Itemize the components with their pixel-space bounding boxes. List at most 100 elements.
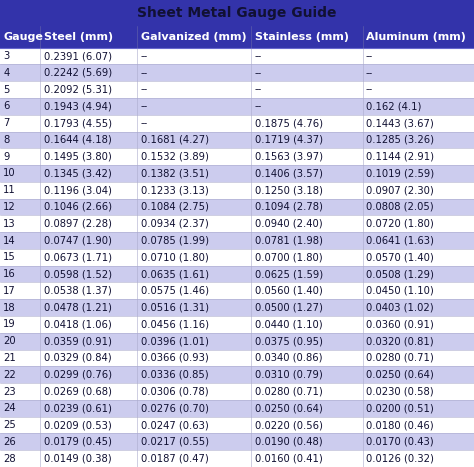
Bar	[0, 198, 474, 215]
Text: 0.1094 (2.78): 0.1094 (2.78)	[255, 202, 322, 212]
Text: 0.0478 (1.21): 0.0478 (1.21)	[44, 303, 111, 312]
Text: 0.0940 (2.40): 0.0940 (2.40)	[255, 219, 322, 229]
Bar	[0, 266, 474, 283]
Text: 0.0306 (0.78): 0.0306 (0.78)	[141, 387, 209, 396]
Text: 0.0440 (1.10): 0.0440 (1.10)	[255, 319, 322, 329]
Text: --: --	[255, 85, 262, 95]
Text: 0.1046 (2.66): 0.1046 (2.66)	[44, 202, 111, 212]
Bar	[0, 115, 474, 132]
Text: 0.0897 (2.28): 0.0897 (2.28)	[44, 219, 111, 229]
Bar	[0, 366, 474, 383]
Bar	[0, 232, 474, 249]
Text: 0.0149 (0.38): 0.0149 (0.38)	[44, 453, 111, 464]
Bar	[0, 299, 474, 316]
Text: 0.1495 (3.80): 0.1495 (3.80)	[44, 152, 111, 162]
Text: 20: 20	[3, 336, 16, 346]
Text: 14: 14	[3, 235, 16, 246]
Text: 0.0641 (1.63): 0.0641 (1.63)	[366, 235, 434, 246]
Text: 0.0336 (0.85): 0.0336 (0.85)	[141, 370, 209, 380]
Text: Aluminum (mm): Aluminum (mm)	[366, 32, 466, 42]
Text: --: --	[141, 68, 148, 78]
Text: 0.0160 (0.41): 0.0160 (0.41)	[255, 453, 322, 464]
Text: Stainless (mm): Stainless (mm)	[255, 32, 348, 42]
Text: 0.0375 (0.95): 0.0375 (0.95)	[255, 336, 322, 346]
Bar	[0, 450, 474, 467]
Text: 0.0396 (1.01): 0.0396 (1.01)	[141, 336, 209, 346]
Bar	[0, 98, 474, 115]
Text: 22: 22	[3, 370, 16, 380]
Text: 0.0230 (0.58): 0.0230 (0.58)	[366, 387, 434, 396]
Text: 3: 3	[3, 51, 9, 61]
Text: 0.1681 (4.27): 0.1681 (4.27)	[141, 135, 209, 145]
Text: 0.1084 (2.75): 0.1084 (2.75)	[141, 202, 209, 212]
Text: 21: 21	[3, 353, 16, 363]
Text: 0.0366 (0.93): 0.0366 (0.93)	[141, 353, 209, 363]
Text: 0.0179 (0.45): 0.0179 (0.45)	[44, 437, 111, 447]
Text: 0.0785 (1.99): 0.0785 (1.99)	[141, 235, 209, 246]
Text: 0.1875 (4.76): 0.1875 (4.76)	[255, 118, 322, 128]
Text: 0.0310 (0.79): 0.0310 (0.79)	[255, 370, 322, 380]
Text: 15: 15	[3, 252, 16, 262]
Text: 0.1443 (3.67): 0.1443 (3.67)	[366, 118, 434, 128]
Text: 8: 8	[3, 135, 9, 145]
Text: 0.0538 (1.37): 0.0538 (1.37)	[44, 286, 111, 296]
Text: 0.1144 (2.91): 0.1144 (2.91)	[366, 152, 434, 162]
Text: 0.0340 (0.86): 0.0340 (0.86)	[255, 353, 322, 363]
Text: 0.2391 (6.07): 0.2391 (6.07)	[44, 51, 111, 61]
Text: 0.0280 (0.71): 0.0280 (0.71)	[366, 353, 434, 363]
Text: 0.0456 (1.16): 0.0456 (1.16)	[141, 319, 209, 329]
Text: --: --	[255, 51, 262, 61]
Text: 7: 7	[3, 118, 9, 128]
Text: 0.0570 (1.40): 0.0570 (1.40)	[366, 252, 434, 262]
Text: 0.2092 (5.31): 0.2092 (5.31)	[44, 85, 111, 95]
Text: 0.0575 (1.46): 0.0575 (1.46)	[141, 286, 209, 296]
Text: Galvanized (mm): Galvanized (mm)	[141, 32, 246, 42]
Text: 0.0170 (0.43): 0.0170 (0.43)	[366, 437, 434, 447]
Text: 0.0508 (1.29): 0.0508 (1.29)	[366, 269, 434, 279]
Text: 4: 4	[3, 68, 9, 78]
Text: 0.0247 (0.63): 0.0247 (0.63)	[141, 420, 209, 430]
Text: 16: 16	[3, 269, 16, 279]
Text: 0.1196 (3.04): 0.1196 (3.04)	[44, 185, 111, 195]
Text: 0.0220 (0.56): 0.0220 (0.56)	[255, 420, 322, 430]
Text: 0.0710 (1.80): 0.0710 (1.80)	[141, 252, 209, 262]
Text: 0.0673 (1.71): 0.0673 (1.71)	[44, 252, 111, 262]
Text: 0.0598 (1.52): 0.0598 (1.52)	[44, 269, 111, 279]
Text: 0.0269 (0.68): 0.0269 (0.68)	[44, 387, 111, 396]
Text: 18: 18	[3, 303, 16, 312]
Text: 0.162 (4.1): 0.162 (4.1)	[366, 101, 421, 111]
Text: 0.2242 (5.69): 0.2242 (5.69)	[44, 68, 112, 78]
Text: 11: 11	[3, 185, 16, 195]
Text: --: --	[366, 51, 373, 61]
Bar	[0, 350, 474, 366]
Text: 0.1019 (2.59): 0.1019 (2.59)	[366, 169, 434, 178]
Text: 0.0418 (1.06): 0.0418 (1.06)	[44, 319, 111, 329]
Text: Steel (mm): Steel (mm)	[44, 32, 113, 42]
Bar	[40, 26, 137, 48]
Text: --: --	[141, 101, 148, 111]
Text: 0.0808 (2.05): 0.0808 (2.05)	[366, 202, 434, 212]
Bar	[251, 26, 363, 48]
Text: --: --	[141, 118, 148, 128]
Bar	[0, 48, 474, 64]
Text: 0.1943 (4.94): 0.1943 (4.94)	[44, 101, 111, 111]
Text: 0.0700 (1.80): 0.0700 (1.80)	[255, 252, 322, 262]
Text: 0.0320 (0.81): 0.0320 (0.81)	[366, 336, 434, 346]
Text: 0.1719 (4.37): 0.1719 (4.37)	[255, 135, 322, 145]
Text: 0.1644 (4.18): 0.1644 (4.18)	[44, 135, 111, 145]
Text: 13: 13	[3, 219, 16, 229]
Text: 0.0560 (1.40): 0.0560 (1.40)	[255, 286, 322, 296]
Text: 0.0250 (0.64): 0.0250 (0.64)	[366, 370, 434, 380]
Text: 0.0747 (1.90): 0.0747 (1.90)	[44, 235, 111, 246]
Text: 0.1563 (3.97): 0.1563 (3.97)	[255, 152, 322, 162]
Bar	[0, 249, 474, 266]
Text: --: --	[366, 68, 373, 78]
Bar	[363, 26, 474, 48]
Text: --: --	[141, 51, 148, 61]
Text: 0.0360 (0.91): 0.0360 (0.91)	[366, 319, 434, 329]
Text: 0.1382 (3.51): 0.1382 (3.51)	[141, 169, 209, 178]
Bar	[0, 383, 474, 400]
Text: 0.0190 (0.48): 0.0190 (0.48)	[255, 437, 322, 447]
Text: 19: 19	[3, 319, 16, 329]
Text: 0.0180 (0.46): 0.0180 (0.46)	[366, 420, 434, 430]
